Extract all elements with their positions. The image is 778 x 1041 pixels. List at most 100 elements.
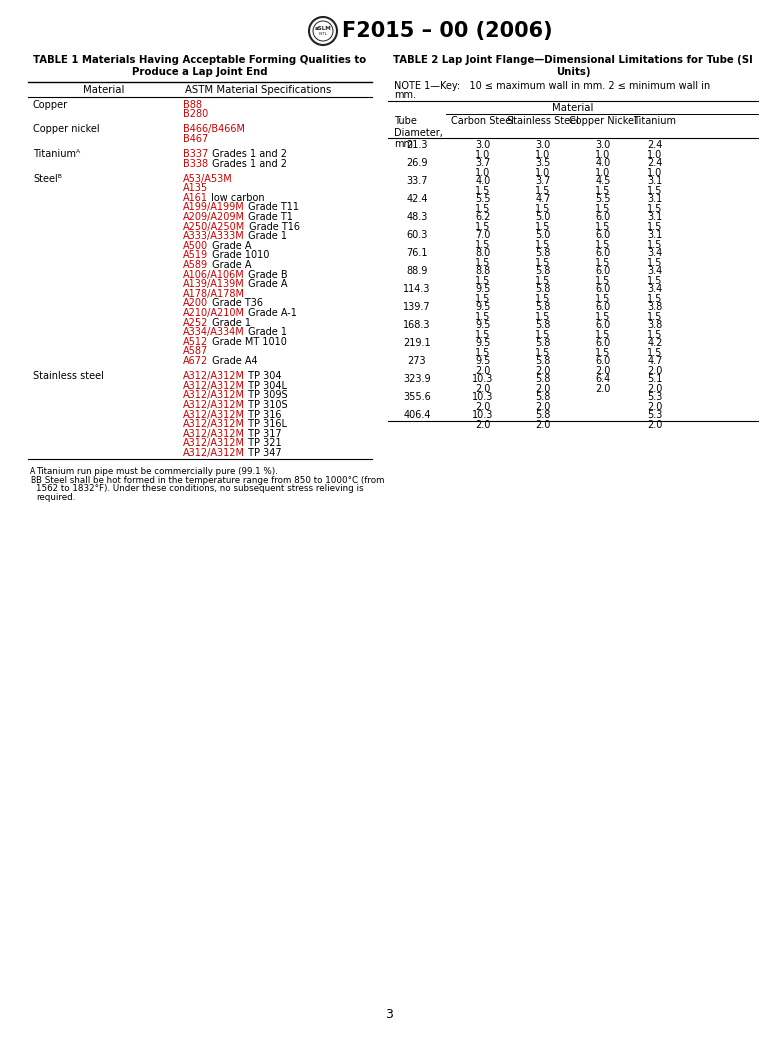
Text: A178/A178M: A178/A178M bbox=[183, 288, 245, 299]
Text: A589: A589 bbox=[183, 260, 209, 270]
Text: 3.4: 3.4 bbox=[647, 249, 663, 258]
Text: 10.3: 10.3 bbox=[472, 410, 494, 421]
Text: 10.3: 10.3 bbox=[472, 392, 494, 403]
Text: Copper: Copper bbox=[33, 100, 68, 109]
Text: ASTM Material Specifications: ASTM Material Specifications bbox=[185, 85, 331, 95]
Text: A312/A312M: A312/A312M bbox=[183, 429, 245, 438]
Text: B88: B88 bbox=[183, 100, 202, 109]
Text: 406.4: 406.4 bbox=[403, 410, 431, 421]
Text: 3.5: 3.5 bbox=[535, 158, 551, 169]
Text: 1562 to 1832°F). Under these conditions, no subsequent stress relieving is: 1562 to 1832°F). Under these conditions,… bbox=[36, 484, 363, 493]
Text: B467: B467 bbox=[183, 134, 209, 144]
Text: 1.5: 1.5 bbox=[595, 257, 611, 268]
Text: B338: B338 bbox=[183, 158, 209, 169]
Text: TP 310S: TP 310S bbox=[246, 400, 288, 410]
Text: Stainless steel: Stainless steel bbox=[33, 371, 104, 381]
Text: 3.1: 3.1 bbox=[647, 177, 663, 186]
Text: 168.3: 168.3 bbox=[403, 321, 431, 330]
Text: B280: B280 bbox=[183, 109, 209, 119]
Text: 60.3: 60.3 bbox=[406, 230, 428, 240]
Text: 1.5: 1.5 bbox=[475, 348, 491, 357]
Text: A672: A672 bbox=[183, 356, 209, 366]
Text: TP 309S: TP 309S bbox=[246, 390, 288, 401]
Text: Titanium run pipe must be commercially pure (99.1 %).: Titanium run pipe must be commercially p… bbox=[36, 466, 278, 476]
Text: 5.0: 5.0 bbox=[535, 212, 551, 223]
Text: B466/B466M: B466/B466M bbox=[183, 124, 245, 134]
Text: A519: A519 bbox=[183, 251, 209, 260]
Text: 2.4: 2.4 bbox=[647, 141, 663, 151]
Text: A334/A334M: A334/A334M bbox=[183, 327, 245, 337]
Text: B337: B337 bbox=[183, 149, 209, 159]
Text: 1.0: 1.0 bbox=[647, 150, 663, 159]
Text: 1.5: 1.5 bbox=[595, 239, 611, 250]
Text: 1.5: 1.5 bbox=[595, 185, 611, 196]
Text: Grade A: Grade A bbox=[209, 260, 251, 270]
Text: 4.5: 4.5 bbox=[595, 177, 611, 186]
Text: 10.3: 10.3 bbox=[472, 375, 494, 384]
Text: 6.0: 6.0 bbox=[595, 284, 611, 295]
Text: 4.7: 4.7 bbox=[647, 356, 663, 366]
Text: Grade 1: Grade 1 bbox=[245, 231, 287, 242]
Text: 1.5: 1.5 bbox=[535, 348, 551, 357]
Text: 1.5: 1.5 bbox=[475, 330, 491, 339]
Text: Grade 1: Grade 1 bbox=[245, 327, 287, 337]
Text: Titanium: Titanium bbox=[633, 116, 677, 126]
Text: B: B bbox=[30, 476, 35, 484]
Text: Grade B: Grade B bbox=[245, 270, 288, 280]
Text: required.: required. bbox=[36, 492, 75, 502]
Text: 1.5: 1.5 bbox=[475, 185, 491, 196]
Text: 5.8: 5.8 bbox=[535, 392, 551, 403]
Text: TP 316L: TP 316L bbox=[246, 420, 288, 429]
Text: A512: A512 bbox=[183, 337, 209, 347]
Text: A210/A210M: A210/A210M bbox=[183, 308, 245, 318]
Text: 9.5: 9.5 bbox=[475, 338, 491, 349]
Text: A312/A312M: A312/A312M bbox=[183, 448, 245, 458]
Text: 2.0: 2.0 bbox=[475, 420, 491, 430]
Text: 6.0: 6.0 bbox=[595, 266, 611, 277]
Text: 5.8: 5.8 bbox=[535, 266, 551, 277]
Text: 3.7: 3.7 bbox=[535, 177, 551, 186]
Text: 5.8: 5.8 bbox=[535, 338, 551, 349]
Text: A53/A53M: A53/A53M bbox=[183, 174, 233, 183]
Text: 5.5: 5.5 bbox=[595, 195, 611, 204]
Text: 7.0: 7.0 bbox=[475, 230, 491, 240]
Text: 5.5: 5.5 bbox=[475, 195, 491, 204]
Text: 5.8: 5.8 bbox=[535, 303, 551, 312]
Text: 2.0: 2.0 bbox=[475, 402, 491, 411]
Text: 1.5: 1.5 bbox=[647, 276, 663, 285]
Text: A333/A333M: A333/A333M bbox=[183, 231, 245, 242]
Text: Grades 1 and 2: Grades 1 and 2 bbox=[209, 158, 286, 169]
Text: A312/A312M: A312/A312M bbox=[183, 390, 245, 401]
Text: 3.8: 3.8 bbox=[647, 321, 663, 330]
Text: 9.5: 9.5 bbox=[475, 356, 491, 366]
Text: 3.4: 3.4 bbox=[647, 284, 663, 295]
Text: 1.5: 1.5 bbox=[595, 294, 611, 304]
Text: 9.5: 9.5 bbox=[475, 321, 491, 330]
Text: Copper nickel: Copper nickel bbox=[33, 124, 100, 134]
Text: 8.0: 8.0 bbox=[475, 249, 491, 258]
Text: 4.7: 4.7 bbox=[535, 195, 551, 204]
Text: 6.2: 6.2 bbox=[475, 212, 491, 223]
Text: 2.0: 2.0 bbox=[535, 402, 551, 411]
Text: 1.5: 1.5 bbox=[647, 203, 663, 213]
Text: 3.1: 3.1 bbox=[647, 230, 663, 240]
Text: 88.9: 88.9 bbox=[406, 266, 428, 277]
Text: TP 317: TP 317 bbox=[246, 429, 282, 438]
Text: 1.5: 1.5 bbox=[595, 276, 611, 285]
Text: A106/A106M: A106/A106M bbox=[183, 270, 245, 280]
Text: 5.8: 5.8 bbox=[535, 321, 551, 330]
Text: 1.0: 1.0 bbox=[475, 150, 491, 159]
Text: A135: A135 bbox=[183, 183, 209, 194]
Text: Titaniumᴬ: Titaniumᴬ bbox=[33, 149, 80, 159]
Text: 9.5: 9.5 bbox=[475, 284, 491, 295]
Text: 2.0: 2.0 bbox=[647, 365, 663, 376]
Text: 4.0: 4.0 bbox=[595, 158, 611, 169]
Text: 3.0: 3.0 bbox=[535, 141, 551, 151]
Text: 5.8: 5.8 bbox=[535, 284, 551, 295]
Text: Grade 1010: Grade 1010 bbox=[209, 251, 269, 260]
Text: 1.5: 1.5 bbox=[647, 257, 663, 268]
Text: 1.0: 1.0 bbox=[475, 168, 491, 178]
Text: 1.0: 1.0 bbox=[535, 150, 551, 159]
Text: A312/A312M: A312/A312M bbox=[183, 381, 245, 390]
Text: low carbon: low carbon bbox=[209, 193, 265, 203]
